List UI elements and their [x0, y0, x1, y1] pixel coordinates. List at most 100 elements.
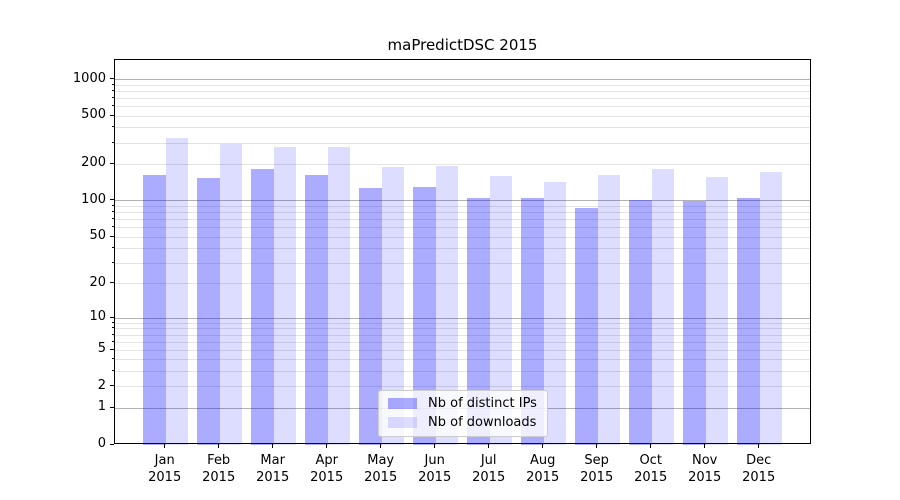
- y-tick-label: 5: [97, 341, 106, 357]
- x-tick-mark: [272, 444, 274, 448]
- x-tick-label: Jan 2015: [148, 453, 182, 485]
- y-minor-tick-mark: [112, 321, 114, 323]
- y-tick-label: 1000: [72, 70, 106, 86]
- gridline-minor: [115, 115, 810, 117]
- x-tick-label: Oct 2015: [634, 453, 668, 485]
- x-tick-mark: [650, 444, 652, 448]
- bar-downloads: [381, 167, 405, 445]
- chart-title: maPredictDSC 2015: [387, 36, 538, 54]
- gridline-minor: [115, 334, 810, 336]
- x-tick-label: May 2015: [364, 453, 398, 485]
- bar-distinct-ips: [575, 207, 598, 445]
- bar-downloads: [759, 172, 783, 445]
- x-tick-mark: [596, 444, 598, 448]
- gridline-minor: [115, 97, 810, 99]
- gridline-minor: [115, 359, 810, 361]
- y-minor-tick-mark: [112, 226, 114, 228]
- y-minor-tick-mark: [112, 218, 114, 220]
- bar-downloads: [651, 168, 675, 445]
- gridline-minor: [115, 248, 810, 250]
- y-tick-mark: [110, 162, 114, 164]
- legend: Nb of distinct IPs Nb of downloads: [378, 390, 548, 437]
- y-tick-mark: [110, 443, 114, 445]
- gridline-major: [115, 79, 810, 81]
- bar-downloads: [705, 177, 729, 445]
- gridline-minor: [115, 349, 810, 351]
- y-minor-tick-mark: [112, 126, 114, 128]
- x-tick-label: Jun 2015: [418, 453, 452, 485]
- bar-distinct-ips: [737, 197, 760, 445]
- y-minor-tick-mark: [112, 327, 114, 329]
- x-tick-label: Aug 2015: [526, 453, 560, 485]
- legend-swatch-downloads: [388, 417, 417, 428]
- gridline-major: [115, 200, 810, 202]
- y-tick-label: 200: [81, 155, 106, 171]
- gridline-major: [115, 317, 810, 319]
- y-tick-mark: [110, 348, 114, 350]
- x-tick-mark: [380, 444, 382, 448]
- y-tick-mark: [110, 199, 114, 201]
- gridline-minor: [115, 328, 810, 330]
- x-tick-mark: [758, 444, 760, 448]
- bar-downloads: [219, 143, 243, 445]
- bar-downloads: [435, 165, 459, 445]
- x-tick-label: Mar 2015: [256, 453, 290, 485]
- y-minor-tick-mark: [112, 204, 114, 206]
- bar-downloads: [543, 181, 567, 445]
- y-tick-label: 2: [97, 377, 106, 393]
- y-tick-mark: [110, 316, 114, 318]
- bar-distinct-ips: [305, 174, 328, 445]
- gridline-minor: [115, 236, 810, 238]
- y-minor-tick-mark: [112, 89, 114, 91]
- y-tick-label: 100: [81, 191, 106, 207]
- legend-label-downloads: Nb of downloads: [428, 415, 537, 430]
- y-tick-label: 500: [81, 107, 106, 123]
- gridline-minor: [115, 283, 810, 285]
- y-minor-tick-mark: [112, 358, 114, 360]
- gridline-minor: [115, 205, 810, 207]
- bar-distinct-ips: [143, 174, 166, 445]
- gridline-minor: [115, 212, 810, 214]
- y-minor-tick-mark: [112, 105, 114, 107]
- y-tick-label: 10: [89, 309, 106, 325]
- x-tick-label: Nov 2015: [688, 453, 722, 485]
- x-tick-label: Feb 2015: [202, 453, 236, 485]
- y-minor-tick-mark: [112, 340, 114, 342]
- bar-downloads: [597, 174, 621, 445]
- y-tick-mark: [110, 235, 114, 237]
- x-tick-label: Apr 2015: [310, 453, 344, 485]
- x-tick-mark: [218, 444, 220, 448]
- y-tick-mark: [110, 385, 114, 387]
- y-minor-tick-mark: [112, 211, 114, 213]
- gridline-minor: [115, 386, 810, 388]
- y-tick-label: 50: [89, 228, 106, 244]
- plot-area: [114, 59, 811, 445]
- y-minor-tick-mark: [112, 96, 114, 98]
- bar-distinct-ips: [251, 169, 274, 445]
- y-tick-label: 20: [89, 274, 106, 290]
- gridline-minor: [115, 262, 810, 264]
- gridline-minor: [115, 219, 810, 221]
- y-tick-label: 1: [97, 399, 106, 415]
- x-tick-label: Sep 2015: [580, 453, 614, 485]
- x-tick-label: Dec 2015: [742, 453, 776, 485]
- gridline-minor: [115, 90, 810, 92]
- legend-label-distinct-ips: Nb of distinct IPs: [428, 396, 537, 411]
- x-tick-mark: [164, 444, 166, 448]
- bar-downloads: [489, 175, 513, 445]
- x-tick-mark: [704, 444, 706, 448]
- gridline-minor: [115, 371, 810, 373]
- gridline-minor: [115, 84, 810, 86]
- bar-distinct-ips: [629, 199, 652, 445]
- legend-item-downloads: Nb of downloads: [388, 415, 537, 430]
- gridline-minor: [115, 341, 810, 343]
- bar-downloads: [165, 138, 189, 445]
- y-minor-tick-mark: [112, 333, 114, 335]
- x-tick-mark: [434, 444, 436, 448]
- y-tick-label: 0: [97, 436, 106, 451]
- y-tick-mark: [110, 114, 114, 116]
- y-tick-mark: [110, 78, 114, 80]
- gridline-minor: [115, 106, 810, 108]
- bar-downloads: [327, 147, 351, 445]
- bar-distinct-ips: [413, 187, 436, 445]
